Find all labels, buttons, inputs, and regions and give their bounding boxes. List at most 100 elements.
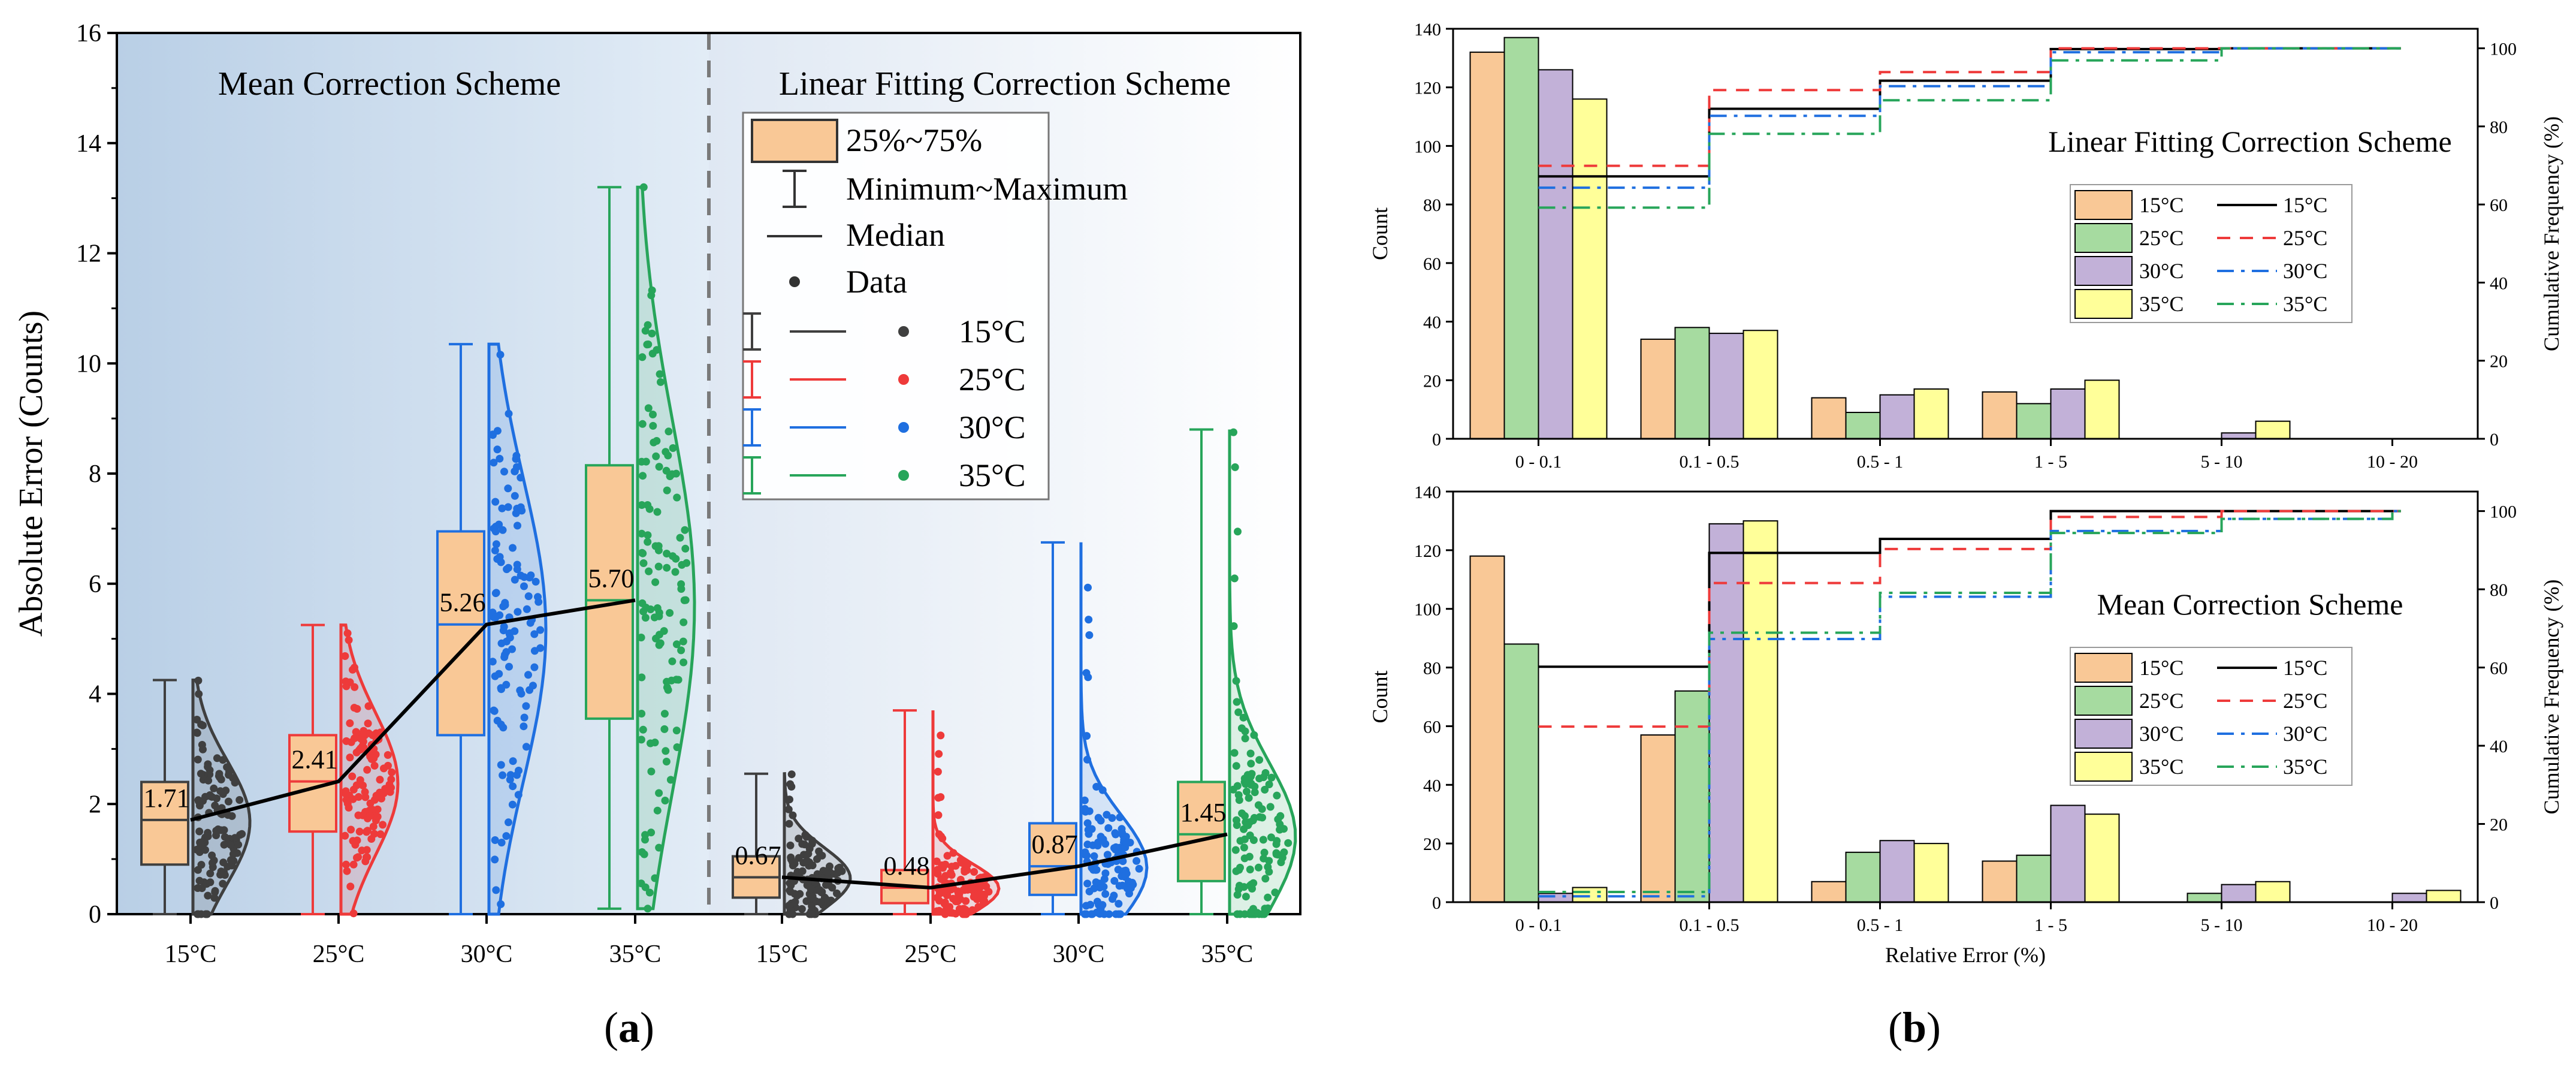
data-point [366,812,375,820]
data-point [949,894,958,903]
legend-box-swatch [751,119,838,163]
data-point [1233,698,1241,706]
y-tick-label: 12 [76,240,101,268]
data-point [645,567,653,575]
data-point [654,562,663,571]
data-point [493,445,502,454]
data-point [786,841,795,849]
data-point [369,822,378,831]
data-point [514,522,521,530]
data-point [220,840,228,849]
data-point [1083,840,1092,849]
data-point [638,710,646,718]
data-point [195,690,203,698]
data-point [786,780,795,788]
data-point [360,727,368,735]
data-point [517,503,525,511]
data-point [199,721,207,730]
data-point [1261,875,1270,883]
data-point [497,839,506,847]
data-point [639,559,648,567]
legend-data-label: Data [846,264,907,300]
x-tick-label: 10 - 20 [2367,915,2418,935]
data-point [647,828,656,837]
data-point [1231,463,1239,471]
data-point [1116,910,1125,918]
legend-bar-swatch [2074,719,2133,749]
data-point [505,818,512,827]
data-point [785,902,793,910]
data-point [650,438,658,447]
data-point [1101,869,1110,878]
data-point [1096,884,1104,892]
data-point [496,351,505,359]
data-point [517,689,526,698]
data-point [1119,857,1127,866]
data-point [512,451,521,460]
y-left-tick-label: 60 [1423,254,1441,274]
data-point [1274,851,1282,859]
data-point [352,728,360,736]
bar [1503,643,1539,903]
data-point [522,743,530,751]
data-point [677,646,685,655]
data-point [206,869,215,878]
data-point [366,799,375,807]
bar [2221,884,2257,903]
bar [2187,893,2222,903]
subplot-linear: 0 20 40 60 80 100 120 140 0 20 40 60 80 100 0 - 0.1 0.1… [1368,20,2563,472]
legend-series-label: 35°C [959,457,1026,493]
y-left-tick-label: 120 [1414,79,1441,98]
data-point [369,731,377,739]
data-point [641,836,649,844]
data-point [1101,890,1110,898]
bar [1743,520,1778,903]
data-point [194,884,202,892]
data-point [238,830,246,838]
data-point [1247,780,1255,789]
data-point [347,825,355,834]
data-point [660,627,668,635]
data-point [488,658,497,666]
data-point [497,900,505,908]
x-tick-label: 0 - 0.1 [1515,452,1562,472]
data-point [1246,749,1255,758]
data-point [669,444,677,452]
data-point [506,771,515,779]
data-point [1230,574,1239,583]
data-point [934,811,943,819]
data-point [209,859,216,867]
caption-b: (b) [1888,1003,1941,1051]
data-point [1255,756,1264,764]
bar [2255,420,2291,440]
data-point [1247,908,1255,916]
y-left-tick-label: 140 [1414,20,1441,40]
data-point [342,860,350,869]
data-point [663,683,671,692]
data-point [644,531,652,539]
data-point [201,910,210,918]
data-point [524,671,532,679]
data-point [1240,778,1249,786]
data-point [1103,851,1112,859]
y-left-tick-label: 80 [1423,195,1441,215]
data-point [349,665,357,674]
data-point [1241,727,1249,736]
x-tick-label: 1 - 5 [2034,452,2067,472]
data-point [663,550,671,557]
data-point [947,871,956,879]
data-point [1232,762,1240,770]
data-point [501,599,509,607]
y-tick-label: 4 [89,681,101,709]
legend-line-label: 30°C [2283,722,2327,746]
data-point [1084,583,1092,592]
bar [1743,330,1778,439]
y-left-tick-label: 60 [1423,717,1441,737]
data-point [784,805,793,813]
data-point [504,484,512,493]
legend-data-symbol [789,276,800,287]
data-point [637,634,645,641]
legend-bar-swatch [2074,686,2133,716]
cumulative-step-line [1538,510,2401,894]
data-point [943,905,951,912]
